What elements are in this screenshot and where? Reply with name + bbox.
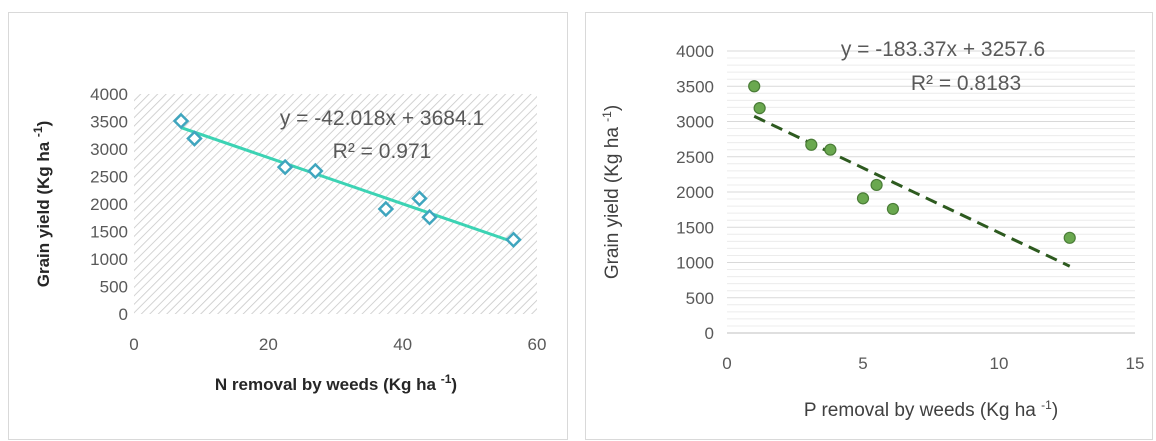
y-tick-label: 2500	[90, 168, 128, 187]
r-squared-label: R² = 0.8183	[911, 72, 1021, 95]
data-point-marker	[505, 231, 522, 249]
y-tick-label: 3000	[90, 140, 128, 159]
x-tick-label: 10	[990, 354, 1009, 373]
y-tick-label: 3500	[90, 113, 128, 132]
data-point-marker	[748, 80, 761, 93]
x-axis-title: N removal by weeds (Kg ha -1)	[215, 372, 457, 394]
x-tick-label: 0	[129, 335, 138, 354]
y-tick-label: 2000	[90, 195, 128, 214]
data-point-marker	[377, 200, 395, 218]
x-axis-title: P removal by weeds (Kg ha -1)	[804, 398, 1058, 421]
phosphorus-scatter-chart: 0 500 1000 1500 2000 2500 3000 3500 4000 0 5 10 15 y …	[600, 38, 1145, 421]
y-tick-label: 4000	[676, 42, 714, 61]
trend-equation: y = -183.37x + 3257.6	[841, 38, 1045, 61]
data-point-marker	[186, 130, 203, 147]
data-point-marker	[276, 158, 294, 176]
y-tick-label: 4000	[90, 85, 128, 104]
y-axis-title: Grain yield (Kg ha -1)	[600, 105, 623, 279]
x-tick-label: 20	[259, 335, 278, 354]
y-tick-label: 1000	[676, 254, 714, 273]
y-tick-label: 500	[100, 278, 128, 297]
r-squared-label: R² = 0.971	[333, 140, 432, 163]
y-tick-label: 2000	[676, 183, 714, 202]
y-tick-label: 3000	[676, 113, 714, 132]
data-point-marker	[753, 102, 766, 115]
trend-equation: y = -42.018x + 3684.1	[280, 107, 484, 130]
y-tick-label: 0	[705, 324, 714, 343]
nitrogen-chart-panel: 0 500 1000 1500 2000 2500 3000 3500 4000 0 20 40 60 y…	[8, 12, 568, 440]
y-tick-label: 500	[686, 289, 714, 308]
data-point-marker	[856, 192, 870, 205]
y-axis-title: Grain yield (Kg ha -1)	[31, 121, 53, 288]
y-tick-label: 1500	[676, 218, 714, 237]
nitrogen-scatter-chart: 0 500 1000 1500 2000 2500 3000 3500 4000 0 20 40 60 y…	[31, 85, 547, 394]
y-tick-label: 1500	[90, 223, 128, 242]
data-point-marker	[886, 202, 900, 216]
y-tick-label: 1000	[90, 250, 128, 269]
data-point-marker	[824, 143, 837, 156]
phosphorus-chart-panel: 0 500 1000 1500 2000 2500 3000 3500 4000 0 5 10 15 y …	[585, 12, 1153, 440]
x-tick-label: 60	[528, 335, 547, 354]
y-tick-label: 3500	[676, 77, 714, 96]
data-point-marker	[411, 190, 428, 207]
trendline	[180, 126, 514, 244]
data-point-marker	[307, 162, 324, 180]
trendline	[753, 114, 1071, 268]
x-tick-label: 40	[393, 335, 412, 354]
data-point-marker	[870, 178, 883, 192]
data-point-marker	[1063, 231, 1076, 244]
data-point-marker	[421, 208, 438, 226]
y-tick-label: 0	[119, 305, 128, 324]
data-point-marker	[805, 138, 818, 151]
x-tick-label: 0	[722, 354, 731, 373]
y-tick-label: 2500	[676, 148, 714, 167]
x-tick-label: 15	[1126, 354, 1145, 373]
x-tick-label: 5	[858, 354, 867, 373]
plot-area-hatch	[134, 94, 537, 314]
data-point-marker	[172, 112, 190, 130]
